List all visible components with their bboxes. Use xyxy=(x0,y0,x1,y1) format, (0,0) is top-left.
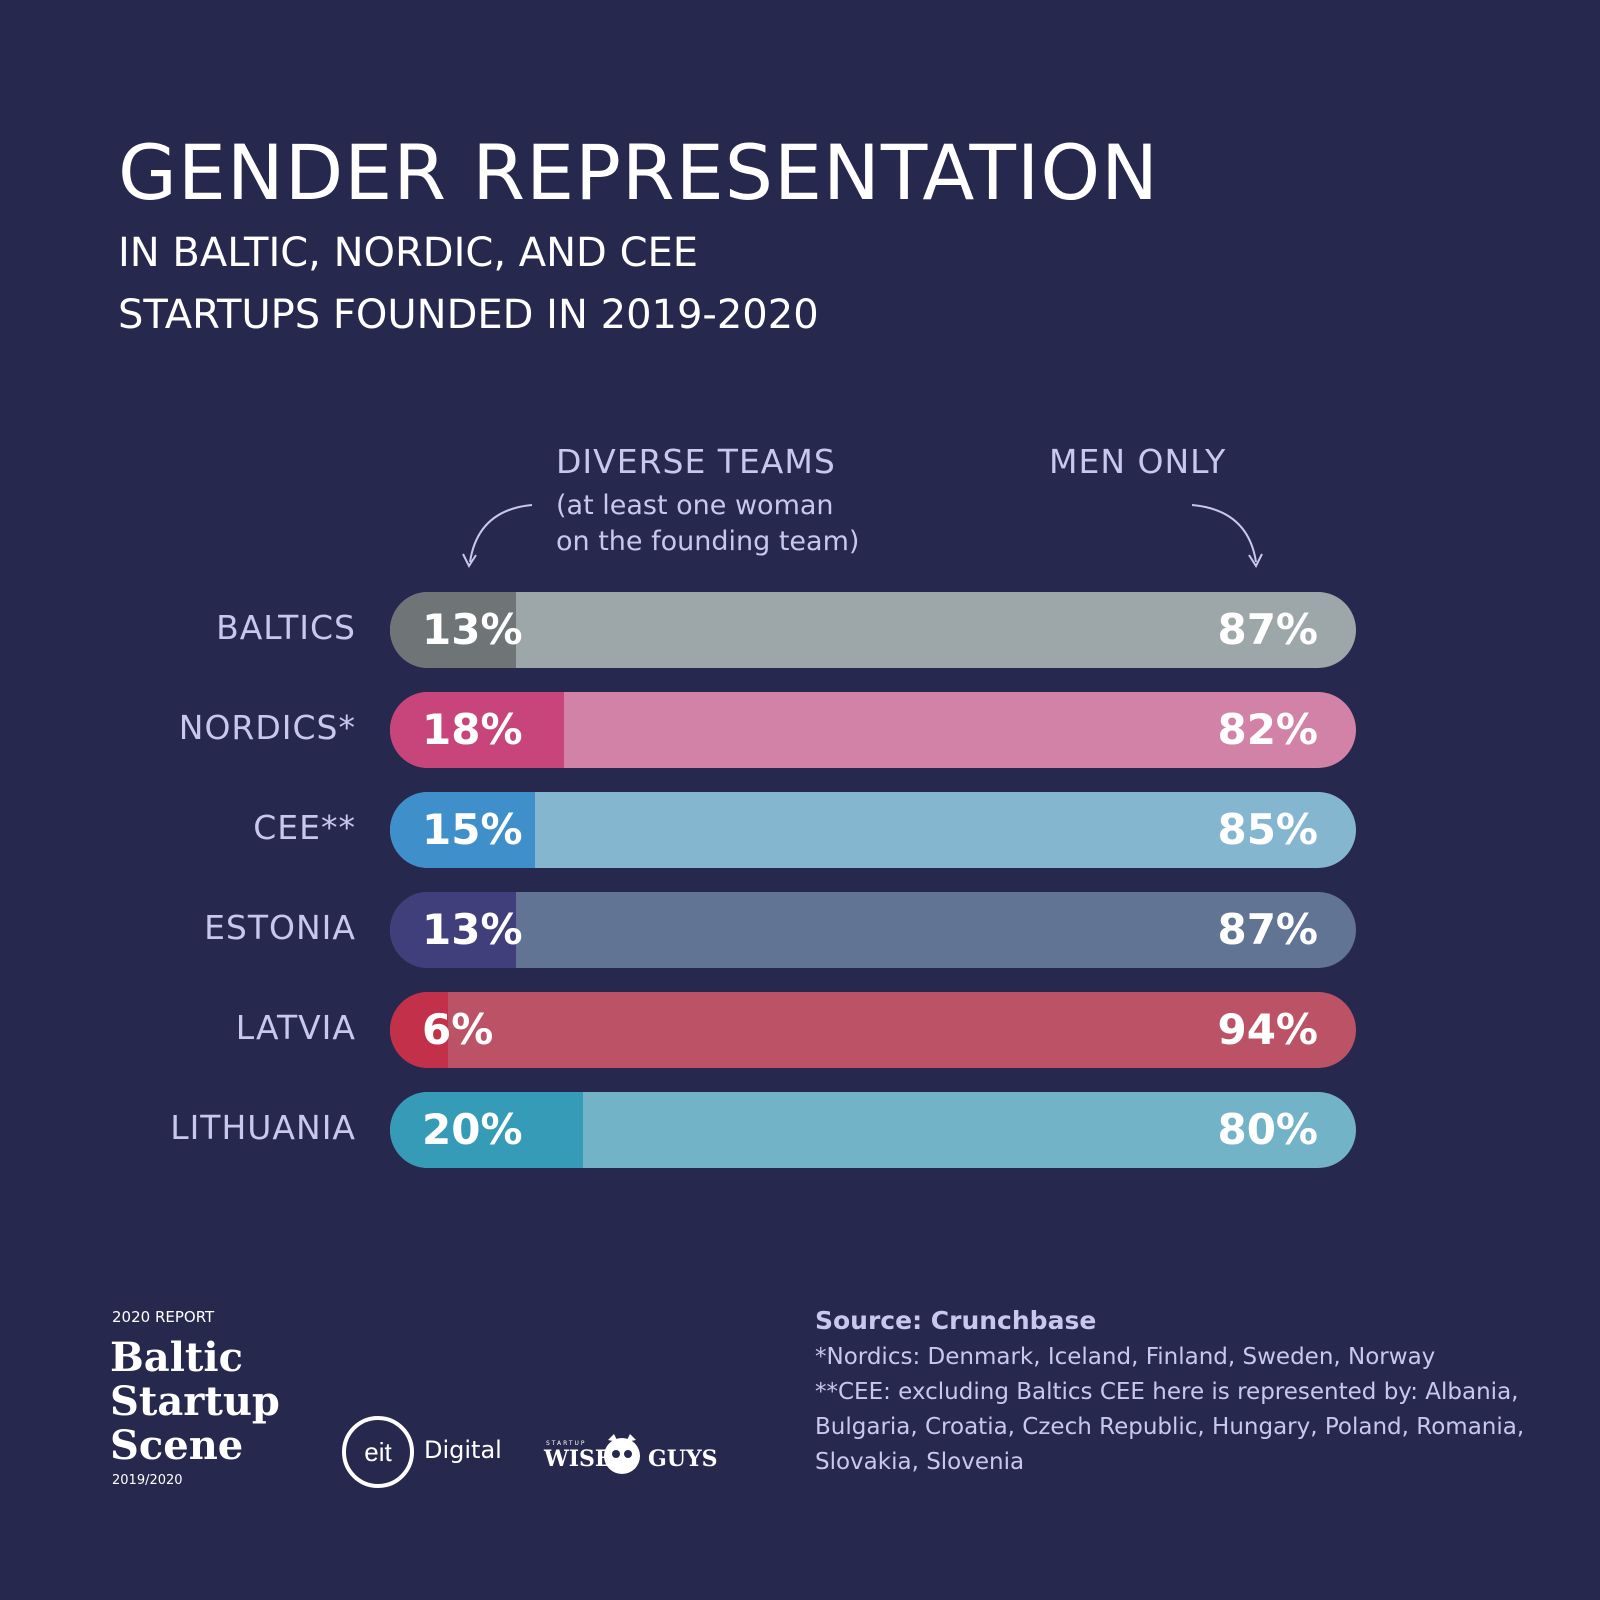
eit-logo-text: eit xyxy=(364,1437,392,1467)
report-label: 2020 REPORT xyxy=(112,1308,215,1326)
bar-estonia: 13% 87% xyxy=(390,892,1356,968)
diverse-teams-note: (at least one woman on the founding team… xyxy=(556,488,859,560)
footnote-nordics: *Nordics: Denmark, Iceland, Finland, Swe… xyxy=(815,1344,1436,1370)
value-label-men-only: 80% xyxy=(1217,1105,1318,1154)
bar-latvia: 6% 94% xyxy=(390,992,1356,1068)
eit-digital-text: Digital xyxy=(424,1436,502,1464)
chart-title: GENDER REPRESENTATION xyxy=(118,128,1159,217)
value-label-men-only: 87% xyxy=(1217,605,1318,654)
value-label-men-only: 87% xyxy=(1217,905,1318,954)
footnote-cee-line-1: **CEE: excluding Baltics CEE here is rep… xyxy=(815,1379,1519,1405)
wise-text: WISE xyxy=(544,1446,612,1472)
value-label-diverse: 18% xyxy=(422,705,523,754)
bar-baltics: 13% 87% xyxy=(390,592,1356,668)
value-label-diverse: 6% xyxy=(422,1005,494,1054)
subtitle-line-2: STARTUPS FOUNDED IN 2019-2020 xyxy=(118,292,819,338)
value-label-diverse: 15% xyxy=(422,805,523,854)
bar-segment-diverse-teams xyxy=(390,692,564,768)
guys-text: GUYS xyxy=(648,1446,718,1472)
bar-segment-men-only xyxy=(390,892,1356,968)
header-arrows xyxy=(462,504,1263,569)
value-label-men-only: 85% xyxy=(1217,805,1318,854)
bar-segment-men-only xyxy=(390,792,1356,868)
bar-nordics: 18% 82% xyxy=(390,692,1356,768)
value-label-men-only: 82% xyxy=(1217,705,1318,754)
eit-digital-logo-icon: eit xyxy=(342,1416,414,1488)
brand-logo: Baltic Startup Scene xyxy=(110,1336,280,1468)
bar-segment-diverse-teams xyxy=(390,992,448,1068)
chart-subtitle: IN BALTIC, NORDIC, AND CEE STARTUPS FOUN… xyxy=(118,222,819,346)
bar-segment-men-only xyxy=(390,992,1356,1068)
category-label-latvia: LATVIA xyxy=(235,1008,356,1047)
brand-line-1: Baltic xyxy=(110,1334,243,1381)
brand-line-2: Startup xyxy=(110,1378,280,1425)
diverse-note-line-1: (at least one woman xyxy=(556,490,834,521)
value-label-diverse: 20% xyxy=(422,1105,523,1154)
bar-lithuania: 20% 80% xyxy=(390,1092,1356,1168)
footnote-cee-line-3: Slovakia, Slovenia xyxy=(815,1449,1025,1475)
men-only-header: MEN ONLY xyxy=(1049,442,1227,481)
category-label-baltics: BALTICS xyxy=(216,608,356,647)
category-label-estonia: ESTONIA xyxy=(204,908,356,947)
value-label-diverse: 13% xyxy=(422,905,523,954)
arrow-men-icon xyxy=(1191,504,1263,569)
owl-logo-icon xyxy=(604,1434,640,1474)
diverse-teams-header: DIVERSE TEAMS xyxy=(556,442,836,481)
category-label-cee: CEE** xyxy=(253,808,356,847)
startup-wise-guys-small: STARTUP xyxy=(546,1440,587,1447)
source-label: Source: Crunchbase xyxy=(815,1306,1097,1335)
diverse-note-line-2: on the founding team) xyxy=(556,526,860,557)
category-label-lithuania: LITHUANIA xyxy=(170,1108,356,1147)
bar-segment-men-only xyxy=(390,592,1356,668)
bar-segment-diverse-teams xyxy=(390,892,516,968)
bar-segment-diverse-teams xyxy=(390,1092,584,1168)
value-label-men-only: 94% xyxy=(1217,1005,1318,1054)
bar-segment-diverse-teams xyxy=(390,792,535,868)
subtitle-line-1: IN BALTIC, NORDIC, AND CEE xyxy=(118,230,699,276)
bar-cee: 15% 85% xyxy=(390,792,1356,868)
brand-year: 2019/2020 xyxy=(112,1473,183,1488)
category-label-nordics: NORDICS* xyxy=(178,708,356,747)
value-label-diverse: 13% xyxy=(422,605,523,654)
arrow-diverse-icon xyxy=(462,504,533,569)
brand-line-3: Scene xyxy=(110,1422,244,1469)
footnote-cee-line-2: Bulgaria, Croatia, Czech Republic, Hunga… xyxy=(815,1414,1525,1440)
bar-segment-diverse-teams xyxy=(390,592,516,668)
